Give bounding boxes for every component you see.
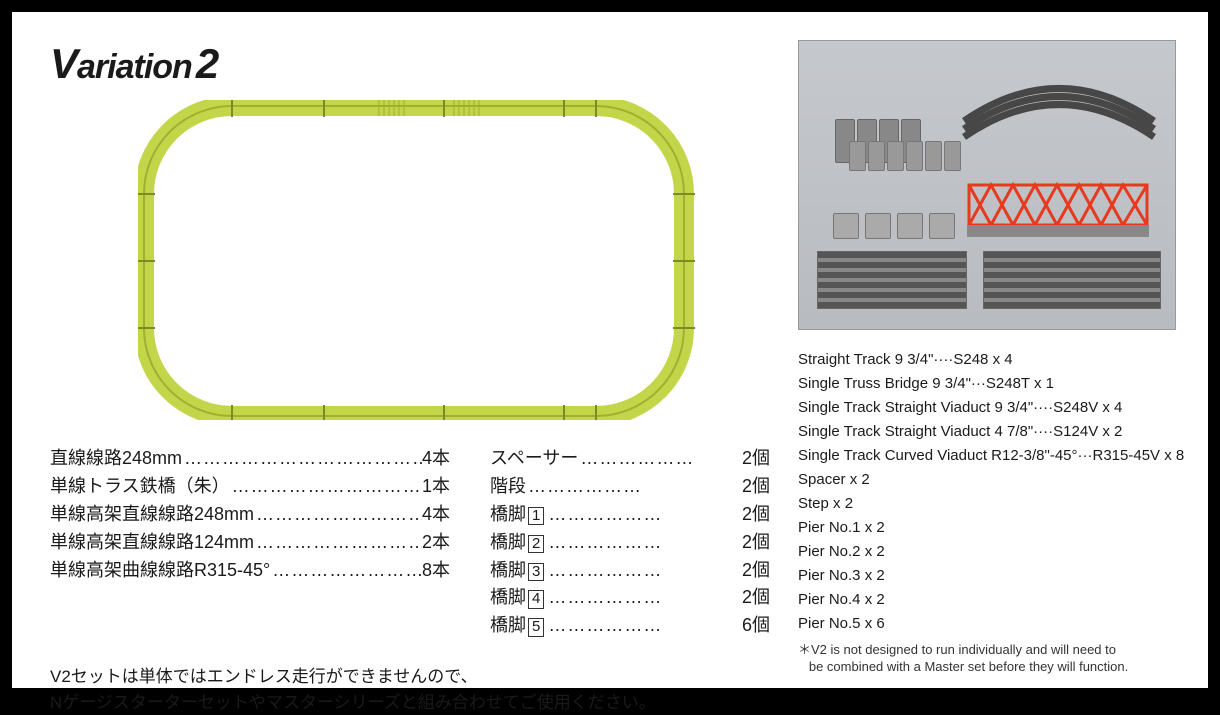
footnote-en: ＊V2 is not designed to run individually … [798,642,1178,676]
footnote-en-prefix: ＊ [798,642,811,657]
leader-dots: ……………… [546,612,742,640]
leader-dots: ……………… [546,584,742,612]
title-rest: ariation [77,48,192,86]
part-qty: 2本 [422,529,450,557]
part-row-en: Single Track Straight Viaduct 9 3/4"····… [798,396,1178,420]
part-qty: 2個 [742,501,770,529]
leader-dots: ………………………………………… [182,445,422,473]
leader-dots: ………………………………………… [270,557,422,585]
leader-dots: ………………………………………… [230,473,422,501]
leader-dots: ………………………………………… [254,529,422,557]
part-row-jp: 橋脚1………………2個 [490,501,770,529]
part-qty: 8本 [422,557,450,585]
part-qty: 2個 [742,557,770,585]
photo-piers-short [849,141,963,176]
parts-list-jp-col2: スペーサー………………2個階段………………2個橋脚1………………2個橋脚2………… [490,445,770,640]
photo-truss-bridge [967,179,1149,239]
track-layout-diagram [138,100,788,425]
part-label: 単線高架直線線路248mm [50,501,254,529]
part-row-en: Spacer x 2 [798,468,1178,492]
part-label: 橋脚5 [490,612,546,640]
part-label: 橋脚4 [490,584,546,612]
part-row-jp: スペーサー………………2個 [490,445,770,473]
part-qty: 4本 [422,501,450,529]
part-row-jp: 単線トラス鉄橋（朱）…………………………………………1本 [50,473,450,501]
part-label: 橋脚2 [490,529,546,557]
part-row-jp: 単線高架曲線線路R315-45°…………………………………………8本 [50,557,450,585]
part-row-en: Single Track Straight Viaduct 4 7/8"····… [798,420,1178,444]
part-label: 階段 [490,473,526,501]
part-row-jp: 橋脚5………………6個 [490,612,770,640]
photo-bumpers [833,213,961,244]
part-row-en: Single Track Curved Viaduct R12-3/8"-45°… [798,444,1178,468]
part-qty: 2個 [742,473,770,501]
part-qty: 6個 [742,612,770,640]
part-row-jp: 橋脚4………………2個 [490,584,770,612]
part-row-en: Pier No.1 x 2 [798,516,1178,540]
footnote-jp-line1: V2セットは単体ではエンドレス走行ができませんので、 [50,664,788,690]
part-row-jp: 単線高架直線線路124mm…………………………………………2本 [50,529,450,557]
part-label: 直線線路248mm [50,445,182,473]
parts-list-en: Straight Track 9 3/4"····S248 x 4Single … [798,348,1178,636]
title-number: 2 [196,40,218,87]
parts-list-jp: 直線線路248mm…………………………………………4本単線トラス鉄橋（朱）………… [50,445,788,640]
part-row-en: Pier No.3 x 2 [798,564,1178,588]
title-v: V [50,40,77,87]
part-row-jp: 橋脚2………………2個 [490,529,770,557]
part-row-en: Step x 2 [798,492,1178,516]
part-label: 単線高架直線線路124mm [50,529,254,557]
leader-dots: ………………………………………… [254,501,422,529]
leader-dots: ……………… [546,557,742,585]
part-qty: 2個 [742,584,770,612]
photo-bottom-track-right [983,251,1161,309]
part-row-jp: 階段………………2個 [490,473,770,501]
footnote-en-line2: be combined with a Master set before the… [809,659,1128,674]
boxed-number: 4 [528,590,544,609]
part-label: 橋脚3 [490,557,546,585]
part-qty: 4本 [422,445,450,473]
part-row-en: Single Truss Bridge 9 3/4"···S248T x 1 [798,372,1178,396]
product-photo [798,40,1176,330]
footnote-jp-line2: Nゲージスターターセットやマスターシリーズと組み合わせてご使用ください。 [50,690,788,715]
part-row-en: Pier No.5 x 6 [798,612,1178,636]
page: Variation2 直線線路248mm…………………………………………4本単線… [12,12,1208,688]
boxed-number: 1 [528,507,544,526]
part-label: 単線高架曲線線路R315-45° [50,557,270,585]
photo-curved-tracks [954,51,1154,91]
part-row-jp: 単線高架直線線路248mm…………………………………………4本 [50,501,450,529]
boxed-number: 5 [528,618,544,637]
left-column: Variation2 直線線路248mm…………………………………………4本単線… [50,40,788,668]
part-row-en: Straight Track 9 3/4"····S248 x 4 [798,348,1178,372]
boxed-number: 3 [528,563,544,582]
leader-dots: ……………… [578,445,742,473]
right-column: Straight Track 9 3/4"····S248 x 4Single … [798,40,1178,668]
part-label: 橋脚1 [490,501,546,529]
part-label: スペーサー [490,445,578,473]
part-qty: 1本 [422,473,450,501]
part-row-en: Pier No.2 x 2 [798,540,1178,564]
leader-dots: ……………… [526,473,742,501]
track-diagram-svg [138,100,698,420]
part-row-en: Pier No.4 x 2 [798,588,1178,612]
part-qty: 2個 [742,529,770,557]
photo-bottom-track-left [817,251,967,309]
boxed-number: 2 [528,535,544,554]
part-row-jp: 直線線路248mm…………………………………………4本 [50,445,450,473]
leader-dots: ……………… [546,529,742,557]
part-row-jp: 橋脚3………………2個 [490,557,770,585]
variation-title: Variation2 [50,40,788,88]
footnote-en-line1: V2 is not designed to run individually a… [811,642,1116,657]
parts-list-jp-col1: 直線線路248mm…………………………………………4本単線トラス鉄橋（朱）………… [50,445,450,640]
part-qty: 2個 [742,445,770,473]
leader-dots: ……………… [546,501,742,529]
part-label: 単線トラス鉄橋（朱） [50,473,230,501]
footnote-jp: V2セットは単体ではエンドレス走行ができませんので、 Nゲージスターターセットや… [50,664,788,715]
